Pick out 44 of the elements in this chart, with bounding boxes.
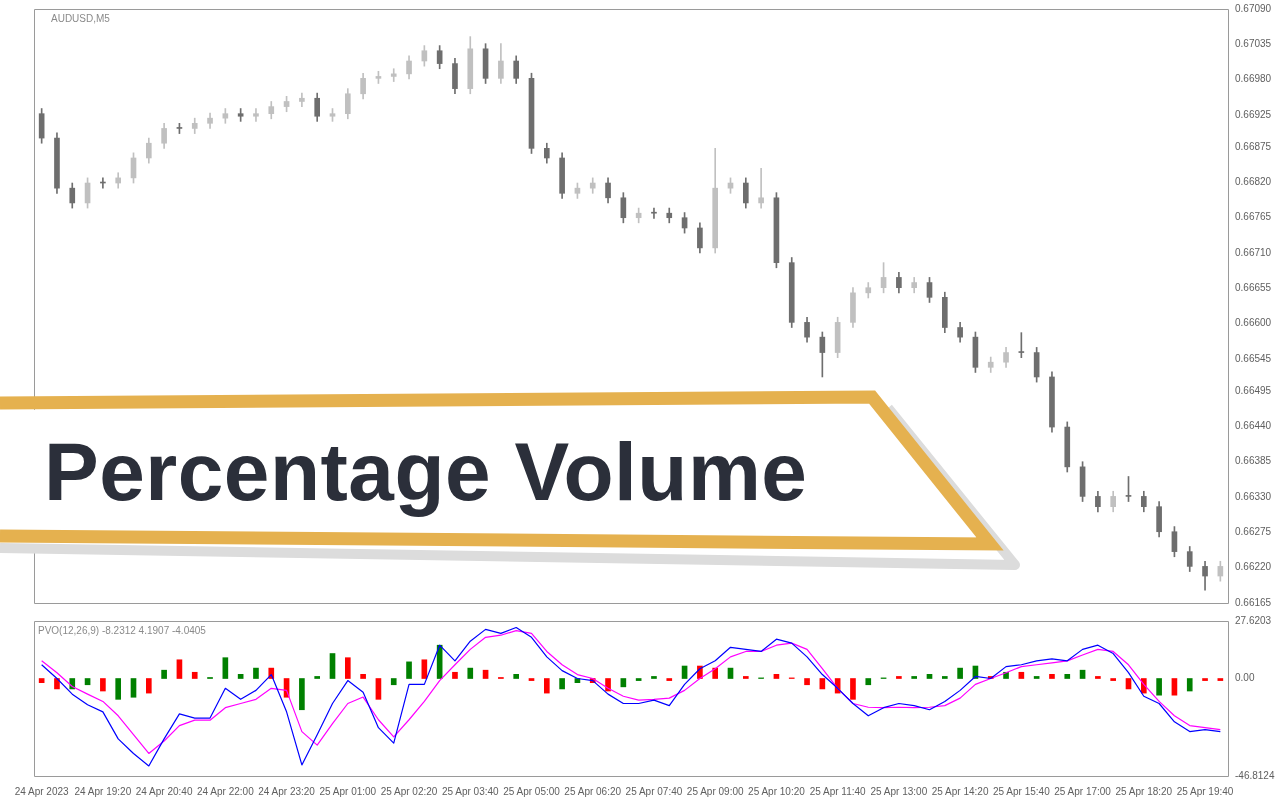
annotation: AUDUSD,M5 (51, 12, 111, 24)
y-tick-label: 0.66495 (1235, 384, 1272, 396)
x-tick-label: 25 Apr 11:40 (809, 785, 867, 797)
x-tick-label: 25 Apr 09:00 (686, 785, 744, 797)
x-tick-label: 25 Apr 19:40 (1176, 785, 1234, 797)
y-tick-label: 0.66710 (1235, 246, 1272, 258)
y-tick-label: 0.66875 (1235, 140, 1272, 152)
y-tick-label: 0.66820 (1235, 176, 1272, 188)
x-tick-label: 25 Apr 07:40 (625, 785, 683, 797)
y-tick-label: -46.8124 (1235, 769, 1275, 781)
y-tick-label: 0.00 (1235, 672, 1255, 684)
x-tick-label: 25 Apr 18:20 (1115, 785, 1173, 797)
x-tick-label: 25 Apr 17:00 (1054, 785, 1112, 797)
x-tick-label: 24 Apr 2023 (14, 785, 70, 797)
y-tick-label: 0.66545 (1235, 352, 1272, 364)
y-tick-label: 0.66980 (1235, 73, 1272, 85)
y-tick-label: 0.66765 (1235, 211, 1272, 223)
x-tick-label: 24 Apr 19:20 (74, 785, 132, 797)
y-tick-label: 0.66330 (1235, 490, 1272, 502)
x-tick-label: 25 Apr 05:00 (503, 785, 561, 797)
x-tick-label: 25 Apr 13:00 (870, 785, 928, 797)
text: Percentage Volume (44, 425, 808, 519)
y-tick-label: 0.66385 (1235, 455, 1272, 467)
x-tick-label: 24 Apr 20:40 (135, 785, 193, 797)
x-tick-label: 25 Apr 10:20 (748, 785, 806, 797)
x-tick-label: 25 Apr 03:40 (441, 785, 500, 797)
y-tick-label: 0.66440 (1235, 420, 1272, 432)
x-tick-label: 25 Apr 06:20 (564, 785, 622, 797)
x-tick-label: 25 Apr 02:20 (380, 785, 438, 797)
x-tick-label: 25 Apr 01:00 (319, 785, 377, 797)
y-tick-label: 0.66600 (1235, 317, 1272, 329)
y-tick-label: 0.66220 (1235, 561, 1272, 573)
x-tick-label: 24 Apr 22:00 (196, 785, 255, 797)
y-tick-label: 0.66275 (1235, 526, 1272, 538)
y-tick-label: 0.67035 (1235, 38, 1272, 50)
y-tick-label: 0.66925 (1235, 108, 1272, 120)
chart-title: PVO(12,26,9) -8.2312 4.1907 -4.0405 (38, 624, 207, 636)
y-tick-label: 0.67090 (1235, 2, 1272, 14)
x-tick-label: 25 Apr 14:20 (931, 785, 989, 797)
y-tick-label: 0.66165 (1235, 596, 1272, 608)
y-tick-label: 0.66655 (1235, 282, 1272, 294)
y-tick-label: 27.6203 (1235, 614, 1272, 626)
x-tick-label: 24 Apr 23:20 (258, 785, 316, 797)
x-tick-label: 25 Apr 15:40 (992, 785, 1051, 797)
